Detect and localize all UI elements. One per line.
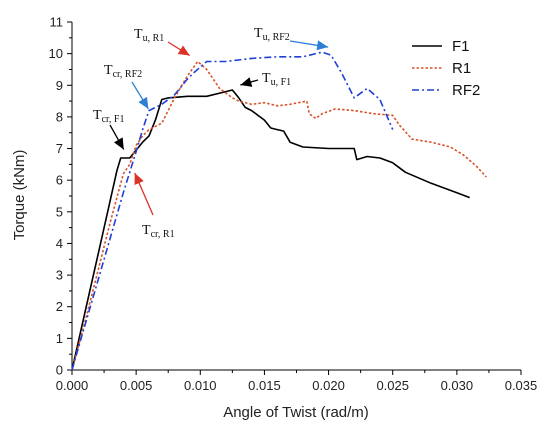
axes: 0.000 0.005 0.010 0.015 0.020 0.025 0.030 0.035… (49, 15, 538, 394)
series-line-rf2 (71, 51, 394, 371)
x-tick-label: 0.000 (56, 378, 89, 393)
legend-label-f1: F1 (452, 38, 470, 55)
x-tick-label: 0.035 (505, 378, 538, 393)
y-axis-title: Torque (kNm) (11, 150, 28, 241)
arrow-head-icon (134, 172, 144, 186)
arrow-head-icon (138, 96, 149, 109)
annotation-label: Tu, RF2 (254, 26, 290, 43)
annotation-tu-rf2: Tu, RF2 (254, 26, 329, 51)
y-tick-label: 6 (56, 173, 63, 188)
arrow-head-icon (113, 137, 124, 150)
x-tick-label: 0.030 (441, 378, 474, 393)
y-tick-label: 10 (49, 46, 63, 61)
y-tick-label: 0 (56, 363, 63, 378)
y-tick-label: 5 (56, 204, 63, 219)
annotation-tu-f1: Tu, F1 (240, 71, 291, 88)
legend-label-r1: R1 (452, 60, 471, 77)
legend: F1 R1 RF2 (412, 38, 480, 99)
annotation-tcr-rf2: Tcr, RF2 (104, 63, 149, 110)
arrow-head-icon (240, 77, 253, 87)
y-tick-label: 4 (56, 236, 63, 251)
arrow-head-icon (316, 40, 329, 51)
legend-label-rf2: RF2 (452, 82, 480, 99)
series-line-r1 (71, 60, 487, 371)
annotation-label: Tu, F1 (262, 71, 291, 88)
x-tick-label: 0.005 (120, 378, 153, 393)
annotation-label: Tu, R1 (134, 27, 164, 44)
y-tick-label: 8 (56, 109, 63, 124)
y-tick-label: 9 (56, 78, 63, 93)
y-tick-label: 3 (56, 268, 63, 283)
x-tick-label: 0.015 (248, 378, 281, 393)
annotation-layer: Tu, R1 Tu, RF2 Tu, F1 Tcr, RF2 Tcr, F1 Tcr, R… (93, 26, 329, 240)
arrow-head-icon (177, 45, 190, 56)
y-tick-label: 1 (56, 331, 63, 346)
x-tick-label: 0.025 (376, 378, 409, 393)
y-tick-label: 7 (56, 141, 63, 156)
x-tick-label: 0.010 (184, 378, 217, 393)
annotation-tu-r1: Tu, R1 (134, 27, 191, 57)
annotation-label: Tcr, RF2 (104, 63, 142, 80)
annotation-label: Tcr, R1 (142, 223, 175, 240)
annotation-tcr-f1: Tcr, F1 (93, 108, 125, 150)
y-tick-label: 2 (56, 299, 63, 314)
x-axis-title: Angle of Twist (rad/m) (223, 404, 369, 421)
series-line-f1 (71, 89, 470, 371)
annotation-tcr-r1: Tcr, R1 (134, 172, 175, 240)
x-tick-label: 0.020 (312, 378, 345, 393)
annotation-label: Tcr, F1 (93, 108, 125, 125)
y-tick-label: 11 (50, 15, 64, 30)
series-layer (71, 51, 487, 371)
